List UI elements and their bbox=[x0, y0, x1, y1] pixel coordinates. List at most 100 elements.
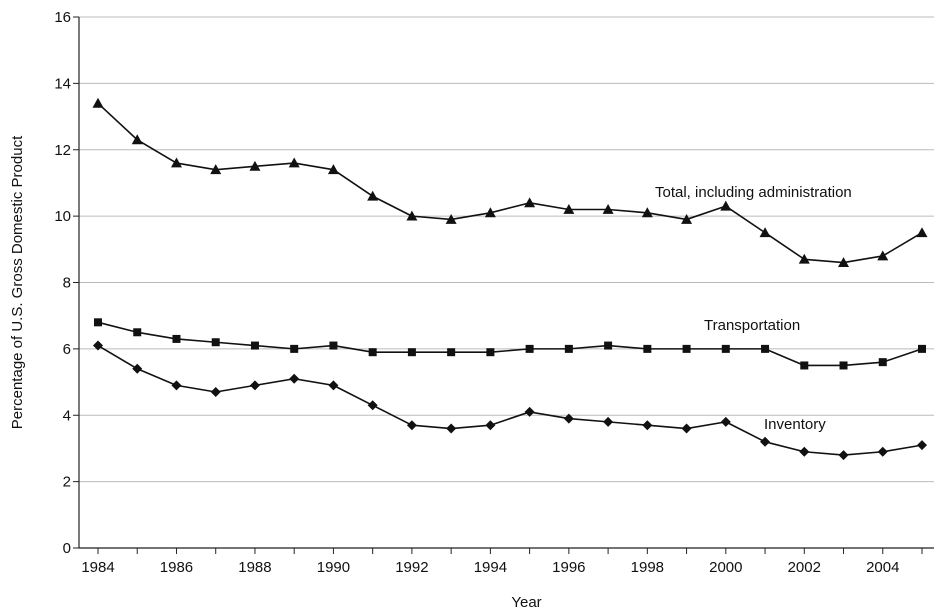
y-tick-label: 10 bbox=[54, 208, 71, 225]
gridlines bbox=[79, 16, 934, 483]
square-marker bbox=[133, 328, 142, 337]
diamond-marker bbox=[563, 413, 574, 424]
diamond-marker bbox=[171, 380, 182, 391]
x-axis-title: Year bbox=[511, 594, 541, 611]
x-tick-label: 2002 bbox=[788, 559, 821, 576]
x-tick-label: 2004 bbox=[866, 559, 899, 576]
diamond-marker bbox=[524, 406, 535, 417]
diamond-marker bbox=[485, 420, 496, 431]
diamond-marker bbox=[642, 420, 653, 431]
diamond-marker bbox=[446, 423, 457, 434]
square-marker bbox=[564, 344, 573, 353]
square-marker bbox=[447, 348, 456, 357]
diamond-marker bbox=[917, 440, 927, 451]
diamond-marker bbox=[838, 450, 849, 461]
series-line-2 bbox=[97, 344, 923, 456]
diamond-marker bbox=[406, 420, 417, 431]
triangle-marker bbox=[563, 203, 575, 214]
triangle-marker bbox=[798, 253, 810, 264]
diamond-marker bbox=[760, 436, 771, 447]
square-marker bbox=[918, 344, 926, 353]
diamond-marker bbox=[877, 446, 888, 457]
square-marker bbox=[878, 358, 887, 367]
triangle-marker bbox=[602, 203, 614, 214]
triangle-marker bbox=[445, 213, 457, 224]
series-label-1: Transportation bbox=[704, 317, 800, 334]
y-tick-label: 12 bbox=[54, 142, 71, 159]
triangle-marker bbox=[681, 213, 693, 224]
triangle-marker bbox=[367, 190, 379, 201]
x-tick-label: 2000 bbox=[709, 559, 742, 576]
triangle-marker bbox=[406, 210, 418, 221]
diamond-marker bbox=[249, 380, 260, 391]
x-tick-label: 1986 bbox=[160, 559, 193, 576]
series-line-0 bbox=[97, 102, 923, 264]
square-marker bbox=[525, 344, 534, 353]
x-tick-label: 1988 bbox=[238, 559, 271, 576]
square-marker bbox=[761, 344, 770, 353]
square-marker bbox=[839, 361, 848, 370]
triangle-marker bbox=[759, 227, 771, 238]
triangle-marker bbox=[641, 207, 653, 218]
x-tick-label: 1984 bbox=[81, 559, 114, 576]
diamond-marker bbox=[720, 416, 731, 427]
series-label-0: Total, including administration bbox=[655, 184, 852, 201]
y-tick-label: 0 bbox=[63, 540, 71, 557]
triangle-marker bbox=[131, 134, 143, 145]
diamond-marker bbox=[603, 416, 614, 427]
y-tick-label: 14 bbox=[54, 75, 71, 92]
y-axis-title: Percentage of U.S. Gross Domestic Produc… bbox=[9, 135, 26, 429]
triangle-marker bbox=[720, 200, 732, 211]
triangle-marker bbox=[484, 207, 496, 218]
triangle-marker bbox=[288, 157, 300, 168]
x-tick-label: 1992 bbox=[395, 559, 428, 576]
square-marker bbox=[604, 341, 613, 350]
series-label-2: Inventory bbox=[764, 416, 826, 433]
series-lines bbox=[97, 102, 923, 456]
diamond-marker bbox=[799, 446, 810, 457]
square-marker bbox=[250, 341, 259, 350]
x-tick-label: 1998 bbox=[631, 559, 664, 576]
triangle-marker bbox=[838, 257, 850, 267]
square-marker bbox=[643, 344, 652, 353]
square-marker bbox=[721, 344, 730, 353]
y-tick-label: 2 bbox=[63, 474, 71, 491]
y-tick-label: 6 bbox=[63, 341, 71, 358]
square-marker bbox=[211, 338, 220, 347]
square-marker bbox=[800, 361, 809, 370]
square-marker bbox=[172, 334, 181, 343]
triangle-marker bbox=[524, 197, 536, 208]
y-tick-label: 4 bbox=[63, 407, 71, 424]
triangle-marker bbox=[327, 164, 339, 175]
diamond-marker bbox=[681, 423, 692, 434]
diamond-marker bbox=[328, 380, 339, 391]
square-marker bbox=[682, 344, 691, 353]
x-tick-label: 1990 bbox=[317, 559, 350, 576]
square-marker bbox=[486, 348, 495, 357]
y-tick-label: 16 bbox=[54, 9, 71, 26]
triangle-marker bbox=[92, 97, 104, 108]
triangle-marker bbox=[877, 250, 889, 261]
x-tick-label: 1994 bbox=[474, 559, 507, 576]
diamond-marker bbox=[132, 363, 143, 374]
square-marker bbox=[290, 344, 299, 353]
triangle-marker bbox=[916, 227, 928, 238]
labels: Total, including administration Transport… bbox=[655, 184, 852, 433]
square-marker bbox=[407, 348, 416, 357]
series-markers bbox=[92, 97, 928, 461]
x-tick-label: 1996 bbox=[552, 559, 585, 576]
square-marker bbox=[329, 341, 338, 350]
diamond-marker bbox=[93, 340, 103, 351]
y-tick-label: 8 bbox=[63, 275, 71, 292]
triangle-marker bbox=[210, 164, 222, 175]
axes: 0 2 4 6 8 10 12 14 16 1984 1986 1988 1990 1992 1994 199… bbox=[54, 9, 934, 576]
diamond-marker bbox=[289, 373, 300, 384]
triangle-marker bbox=[249, 160, 261, 171]
series-line-1 bbox=[97, 321, 923, 367]
triangle-marker bbox=[170, 157, 182, 168]
diamond-marker bbox=[210, 387, 221, 398]
square-marker bbox=[368, 348, 377, 357]
square-marker bbox=[94, 318, 102, 327]
diamond-marker bbox=[367, 400, 378, 411]
